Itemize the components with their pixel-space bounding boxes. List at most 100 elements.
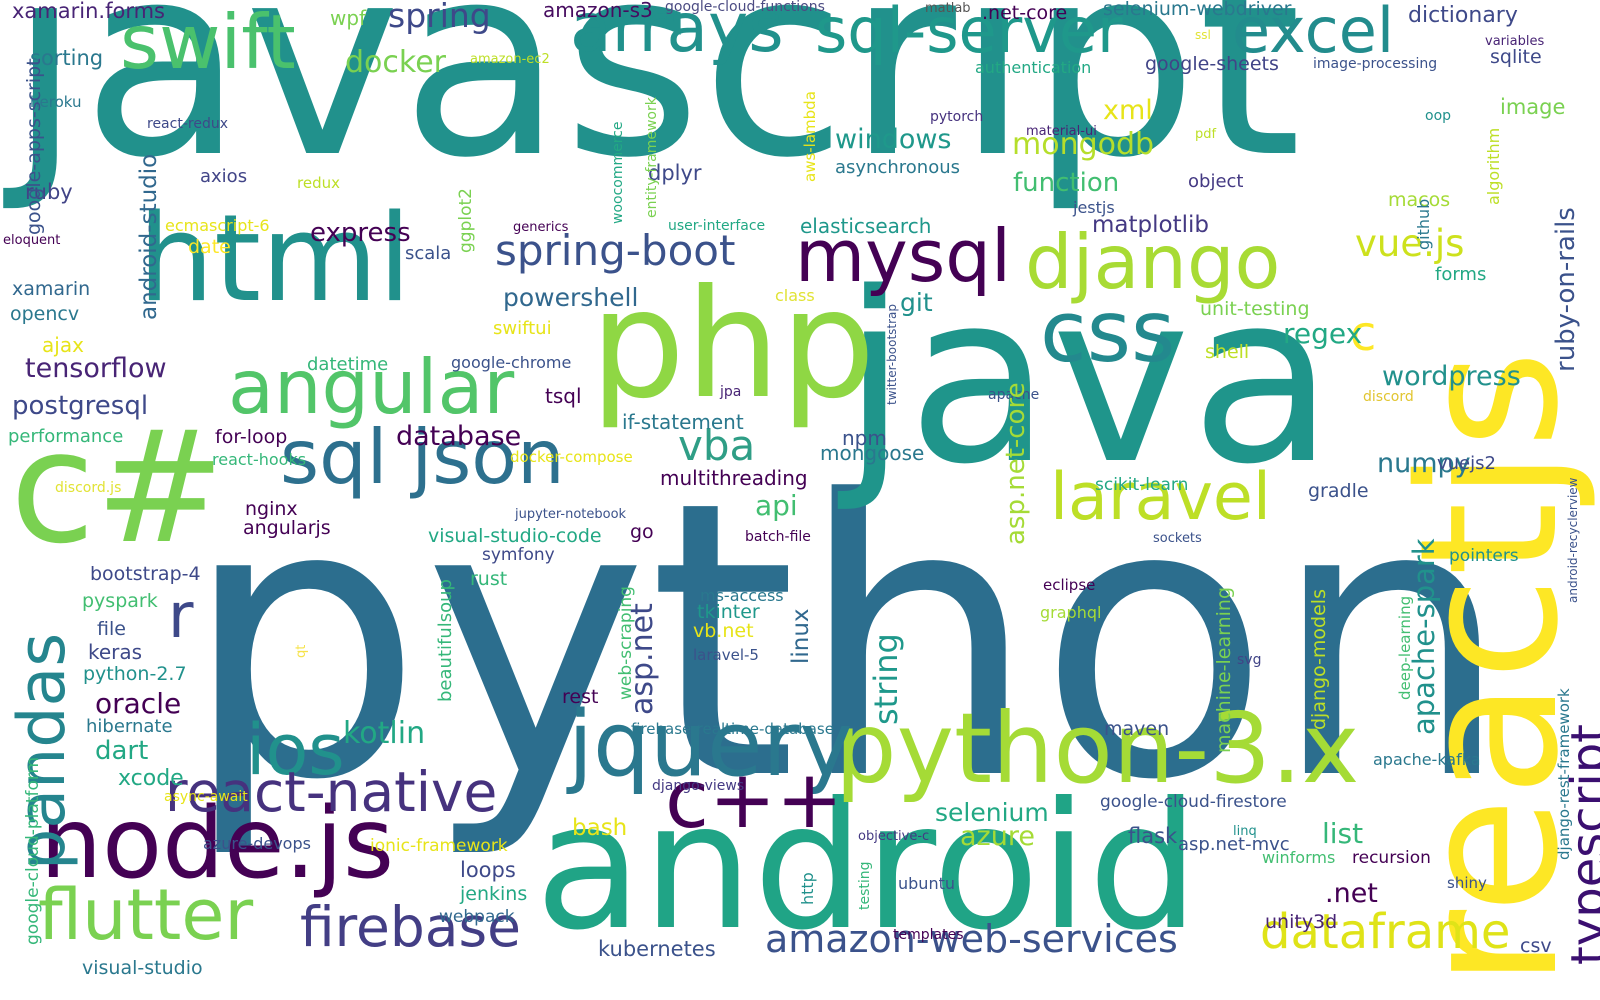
word-php: php xyxy=(590,258,876,432)
word-asynchronous: asynchronous xyxy=(835,157,960,178)
word-github: github xyxy=(1414,198,1433,250)
word-spring-boot: spring-boot xyxy=(495,226,736,275)
word-scala: scala xyxy=(405,243,452,264)
word-ruby: ruby xyxy=(25,180,73,204)
word-google-cloud-firestore: google-cloud-firestore xyxy=(1100,792,1287,812)
word-recursion: recursion xyxy=(1352,848,1431,868)
word-c: c xyxy=(1350,306,1377,362)
word-matlab: matlab xyxy=(925,1,971,16)
word-python-2-7: python-2.7 xyxy=(83,663,187,685)
word-kubernetes: kubernetes xyxy=(598,937,716,961)
word-html: html xyxy=(138,190,412,329)
word-amazon-web-services: amazon-web-services xyxy=(765,917,1178,961)
word-amazon-s3: amazon-s3 xyxy=(543,0,653,22)
word-svg: svg xyxy=(1237,652,1262,668)
word-multithreading: multithreading xyxy=(660,466,808,490)
word-ios: ios xyxy=(246,709,345,791)
word-redux: redux xyxy=(297,174,340,192)
word-net-core: .net-core xyxy=(982,2,1068,24)
word-apache-kafka: apache-kafka xyxy=(1373,750,1481,769)
word-opencv: opencv xyxy=(10,303,80,325)
word-dart: dart xyxy=(95,736,149,766)
word-eloquent: eloquent xyxy=(3,233,61,248)
word-css: css xyxy=(1040,283,1176,382)
word-keras: keras xyxy=(88,640,143,664)
word-performance: performance xyxy=(8,426,124,447)
word-flutter: flutter xyxy=(38,874,254,956)
word-sql-json: sql json xyxy=(280,413,565,501)
word-machine-learning: machine-learning xyxy=(1213,586,1235,753)
word-wordpress: wordpress xyxy=(1382,361,1521,392)
word-objective-c: objective-c xyxy=(858,829,930,844)
word-postgresql: postgresql xyxy=(12,391,149,421)
word-google-apps-script: google-apps-script xyxy=(23,58,45,235)
word-xamarin: xamarin xyxy=(12,278,91,300)
word-axios: axios xyxy=(200,166,248,187)
word-http: http xyxy=(798,872,817,905)
word-apache-spark: apache-spark xyxy=(1407,538,1441,735)
word-file: file xyxy=(97,618,126,640)
word-node-js: node.js xyxy=(40,787,395,901)
word-authentication: authentication xyxy=(975,58,1092,77)
word-discord-js: discord.js xyxy=(55,480,122,496)
word-elasticsearch: elasticsearch xyxy=(800,214,932,238)
word-pytorch: pytorch xyxy=(930,109,984,125)
word-selenium: selenium xyxy=(935,798,1049,827)
word-visual-studio-code: visual-studio-code xyxy=(428,525,602,547)
word-class: class xyxy=(775,286,815,305)
word-angular: angular xyxy=(228,343,515,431)
word-linux: linux xyxy=(788,608,814,664)
word-vuejs2: vuejs2 xyxy=(1437,453,1496,474)
word-amazon-ec2: amazon-ec2 xyxy=(470,52,550,67)
word-jpa: jpa xyxy=(720,384,742,400)
word-jenkins: jenkins xyxy=(460,883,528,905)
word-pdf: pdf xyxy=(1195,127,1217,142)
word-web-scraping: web-scraping xyxy=(616,586,636,700)
word-async-await: async-await xyxy=(164,789,248,805)
word-xcode: xcode xyxy=(118,766,184,791)
word-jupyter-notebook: jupyter-notebook xyxy=(515,507,627,522)
word-selenium-webdriver: selenium-webdriver xyxy=(1103,0,1292,20)
word-object: object xyxy=(1188,171,1244,192)
word-unit-testing: unit-testing xyxy=(1200,298,1310,320)
word-generics: generics xyxy=(513,220,569,235)
word-heroku: heroku xyxy=(30,93,82,111)
word-date: date xyxy=(188,236,231,258)
word-ggplot2: ggplot2 xyxy=(456,188,476,253)
word-csv: csv xyxy=(1520,935,1552,957)
word-sqlite: sqlite xyxy=(1490,46,1542,68)
word-npm: npm xyxy=(842,426,887,450)
word-user-interface: user-interface xyxy=(668,218,766,234)
word-vue-js: vue.js xyxy=(1355,222,1465,265)
word-batch-file: batch-file xyxy=(745,529,811,545)
word-qt: qt xyxy=(294,644,309,658)
word-django-rest-framework: django-rest-framework xyxy=(1555,688,1573,860)
word-sorting: sorting xyxy=(30,46,104,70)
word-oracle: oracle xyxy=(95,687,182,720)
word-google-sheets: google-sheets xyxy=(1145,53,1279,75)
word-templates: templates xyxy=(893,927,964,943)
word-python-3-x: python-3.x xyxy=(835,692,1360,805)
word-react-native: react-native xyxy=(165,760,498,824)
word-eclipse: eclipse xyxy=(1043,576,1096,594)
word-shiny: shiny xyxy=(1447,874,1487,892)
word-windows: windows xyxy=(835,124,952,155)
word-rest: rest xyxy=(562,686,599,708)
word-forms: forms xyxy=(1435,264,1487,285)
word-jquery: jquery xyxy=(568,692,853,797)
word-webpack: webpack xyxy=(439,907,515,927)
word-flask: flask xyxy=(1128,824,1178,848)
word-gradle: gradle xyxy=(1308,480,1369,502)
word-azure-devops: azure-devops xyxy=(203,834,311,853)
word-ionic-framework: ionic-framework xyxy=(370,836,508,856)
word-django-models: django-models xyxy=(1308,589,1330,730)
word-express: express xyxy=(310,218,411,248)
word-variables: variables xyxy=(1485,34,1545,49)
word-testing: testing xyxy=(857,861,873,910)
word-tsql: tsql xyxy=(545,384,582,408)
word-symfony: symfony xyxy=(482,545,555,565)
word-datetime: datetime xyxy=(307,354,389,375)
word-dataframe: dataframe xyxy=(1260,904,1511,960)
word-twitter-bootstrap: twitter-bootstrap xyxy=(885,303,899,405)
word-google-chrome: google-chrome xyxy=(451,353,572,372)
